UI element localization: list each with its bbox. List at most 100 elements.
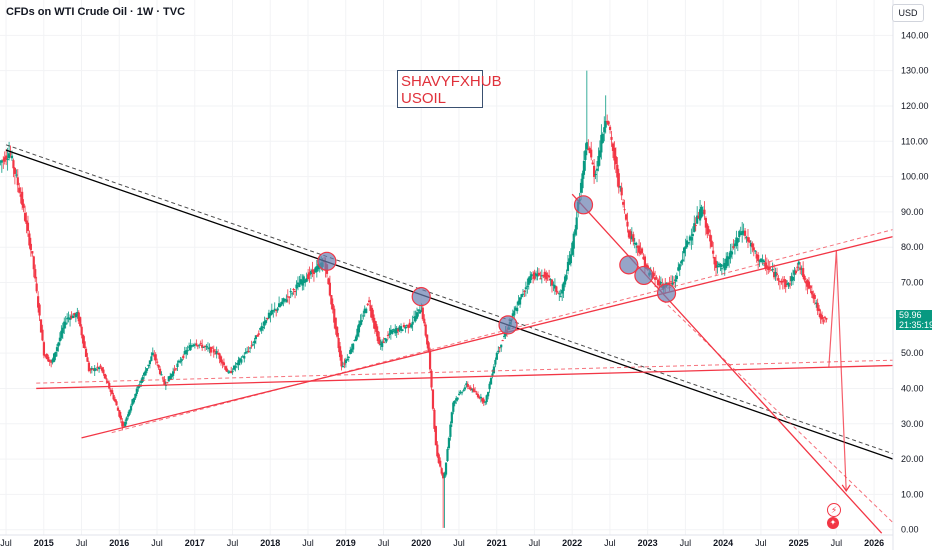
candle-body	[561, 289, 564, 294]
candle-body	[160, 374, 163, 376]
trendline-red-rising-trend-dashed-parallel[interactable]	[111, 229, 894, 434]
candle-body	[317, 264, 320, 270]
time-tick-label: 2015	[34, 538, 54, 548]
candle-body	[276, 308, 279, 311]
candle-body	[442, 472, 445, 479]
candle-body	[328, 282, 332, 296]
candle-body	[443, 473, 446, 478]
circle-marker[interactable]	[634, 265, 654, 286]
circle-marker[interactable]	[317, 251, 337, 271]
candle-body	[549, 279, 552, 281]
candle-body	[434, 426, 437, 446]
candle-body	[677, 267, 680, 271]
candle-body	[270, 309, 273, 315]
candle-body	[292, 288, 295, 290]
candle-body	[780, 280, 783, 283]
candle-body	[199, 342, 202, 344]
candle-body	[481, 398, 484, 402]
circle-marker[interactable]	[498, 315, 518, 335]
candle-body	[166, 382, 169, 384]
candle-body	[291, 293, 294, 295]
candle-body	[608, 126, 612, 130]
price-axis[interactable]: 0.0010.0020.0030.0040.0050.0060.0070.008…	[901, 30, 929, 534]
candle-body	[392, 329, 395, 331]
candle-body	[29, 243, 32, 251]
projection-arrowhead	[841, 484, 851, 492]
candle-body	[183, 351, 186, 355]
candle-body	[12, 160, 15, 169]
candle-body	[308, 272, 311, 276]
time-axis[interactable]: Jul 2015 Jul 2016 Jul 2017 Jul 2018 Jul 2019 Jul 20…	[0, 538, 884, 548]
candle-body	[748, 240, 751, 243]
candle-body	[556, 292, 559, 294]
candle-body	[187, 346, 191, 348]
trendline-red-horizontal-support-dashed[interactable]	[36, 359, 894, 384]
candle-body	[704, 217, 707, 228]
price-tick-label: 10.00	[901, 489, 924, 499]
watermark-box[interactable]: SHAVYFXHUB USOIL	[397, 70, 502, 108]
price-tick-label: 80.00	[901, 242, 924, 252]
candle-body	[97, 367, 101, 370]
circle-marker[interactable]	[619, 255, 639, 275]
circle-marker[interactable]	[573, 195, 594, 215]
candle-body	[311, 269, 314, 273]
candle-body	[775, 273, 779, 275]
candle-body	[717, 263, 721, 265]
candle-body	[778, 281, 782, 283]
candle-body	[360, 320, 363, 322]
candle-body	[757, 254, 760, 262]
circle-marker[interactable]	[656, 283, 677, 303]
candle-body	[585, 142, 588, 150]
candle-body	[273, 308, 276, 311]
candle-body	[706, 224, 709, 235]
projection-line[interactable]	[828, 250, 847, 491]
currency-button[interactable]: USD	[892, 4, 924, 22]
trendline-black-downtrend[interactable]	[5, 149, 894, 460]
candle-body	[678, 264, 681, 270]
candle-body	[381, 341, 384, 347]
candle-body	[410, 324, 413, 328]
candle-body	[7, 153, 11, 159]
candle-body	[458, 393, 461, 395]
candle-body	[591, 162, 594, 165]
candle-body	[498, 347, 501, 349]
candle-body	[638, 245, 641, 253]
candle-body	[476, 394, 480, 398]
candle-body	[624, 214, 628, 220]
candle-body	[208, 347, 211, 350]
candle-body	[788, 283, 792, 285]
candle-body	[167, 376, 170, 382]
candle-body	[582, 160, 586, 175]
candle-body	[402, 324, 406, 328]
candle-body	[642, 256, 645, 260]
candle-body	[394, 329, 397, 334]
trendline-red-steep-downtrend[interactable]	[571, 193, 883, 534]
candle-body	[587, 149, 590, 151]
trendline-red-rising-trend[interactable]	[81, 235, 894, 439]
circle-marker[interactable]	[411, 287, 431, 307]
candle-body	[436, 444, 439, 457]
candle-body	[398, 326, 401, 331]
price-tick-label: 40.00	[901, 383, 924, 393]
candle-body	[518, 297, 522, 305]
time-tick-label: Jul	[302, 538, 314, 548]
candle-body	[253, 340, 256, 344]
candle-body	[579, 182, 583, 193]
candle-body	[2, 159, 5, 161]
candle-body	[765, 265, 768, 267]
candle-body	[267, 312, 271, 319]
us-flag-icon[interactable]: ✦	[827, 517, 839, 529]
candle-body	[106, 381, 109, 384]
candle-body	[489, 378, 493, 385]
candle-body	[627, 230, 631, 238]
candle-body	[172, 371, 175, 376]
trendline-red-horizontal-support[interactable]	[36, 364, 894, 390]
candle-body	[327, 278, 330, 285]
trendline-black-downtrend-dashed-parallel[interactable]	[5, 144, 894, 455]
candle-body	[687, 242, 690, 244]
candle-body	[691, 233, 694, 237]
candle-body	[428, 350, 432, 370]
trendline-red-steep-downtrend-dashed[interactable]	[662, 299, 894, 523]
lightning-icon[interactable]: ⚡	[827, 503, 841, 517]
candle-body	[298, 283, 301, 288]
